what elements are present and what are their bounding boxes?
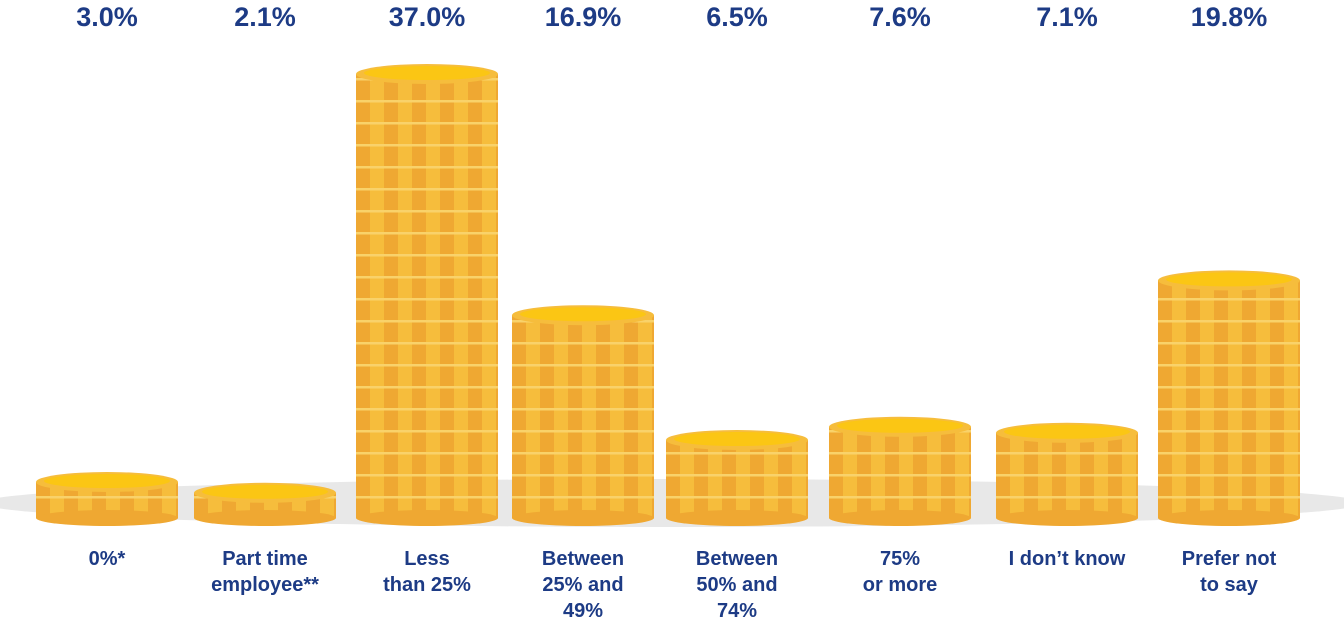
coin-bottom	[829, 510, 971, 526]
coin-top-face	[520, 307, 646, 322]
value-label: 3.0%	[76, 2, 138, 32]
coin-top-face	[44, 474, 170, 488]
category-label: Between 50% and 74%	[695, 548, 779, 622]
category-label: Less than 25%	[383, 548, 471, 596]
coin-stack	[512, 315, 654, 518]
coin-top-face	[1004, 424, 1130, 439]
coin-bottom	[512, 510, 654, 526]
coin-bottom	[996, 510, 1138, 526]
coin-stack	[666, 440, 808, 518]
category-label: 0%*	[88, 548, 126, 570]
value-label: 7.1%	[1036, 2, 1098, 32]
coin-bottom	[194, 510, 336, 526]
category-label: Prefer not to say	[1181, 548, 1277, 596]
coin-bottom	[36, 510, 178, 526]
value-label: 7.6%	[869, 2, 931, 32]
value-label: 2.1%	[234, 2, 296, 32]
coin-stack	[1158, 280, 1300, 518]
value-label: 19.8%	[1190, 2, 1268, 32]
category-label: Between 25% and 49%	[541, 548, 625, 622]
coin-top-face	[364, 66, 490, 80]
coin-bottom	[1158, 510, 1300, 526]
category-label: 75% or more	[862, 548, 938, 596]
category-label: Part time employee**	[211, 548, 319, 596]
category-label: I don’t know	[1008, 548, 1126, 570]
coin-top-face	[837, 418, 963, 433]
coin-bottom	[356, 510, 498, 526]
coin-top-face	[202, 484, 328, 499]
value-label: 16.9%	[544, 2, 622, 32]
coin-stack	[829, 426, 971, 518]
coin-top-face	[1166, 272, 1292, 287]
value-label: 6.5%	[706, 2, 768, 32]
value-label: 37.0%	[388, 2, 466, 32]
coin-bottom	[666, 510, 808, 526]
coin-stack	[996, 432, 1138, 518]
coin-top-face	[674, 432, 800, 446]
coin-stack	[356, 74, 498, 518]
